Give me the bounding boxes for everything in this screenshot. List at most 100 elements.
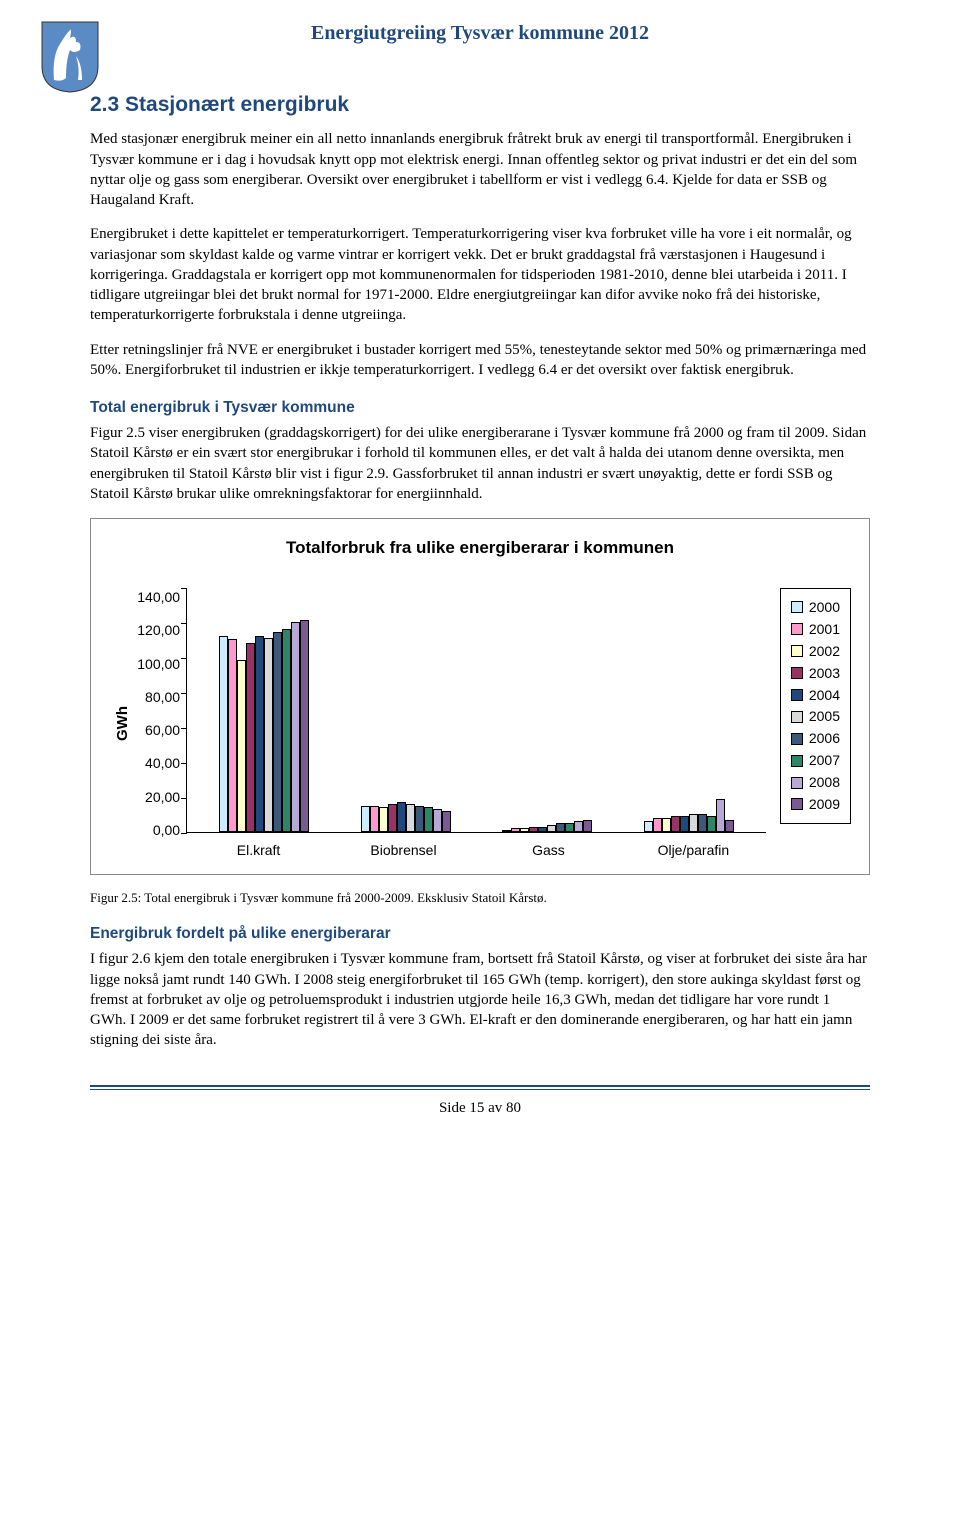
legend-label: 2007 [809, 751, 840, 770]
bar [556, 823, 565, 832]
legend-item: 2005 [791, 707, 840, 726]
legend-item: 2002 [791, 642, 840, 661]
legend-label: 2006 [809, 729, 840, 748]
bar [644, 821, 653, 832]
category-group [335, 588, 477, 832]
subsection-heading: Energibruk fordelt på ulike energiberara… [90, 924, 870, 945]
legend-swatch [791, 601, 803, 613]
legend-item: 2004 [791, 686, 840, 705]
bar [273, 632, 282, 832]
plot-area [186, 588, 766, 833]
bar [397, 802, 406, 832]
document-title: Energiutgreiing Tysvær kommune 2012 [311, 20, 649, 47]
figure-caption: Figur 2.5: Total energibruk i Tysvær kom… [90, 889, 870, 907]
category-group [618, 588, 760, 832]
legend-label: 2008 [809, 773, 840, 792]
paragraph: Med stasjonær energibruk meiner ein all … [90, 129, 870, 210]
bar [547, 825, 556, 832]
legend-swatch [791, 645, 803, 657]
y-tick-label: 100,00 [137, 655, 180, 674]
bar [415, 806, 424, 832]
legend-label: 2001 [809, 620, 840, 639]
bar [442, 811, 451, 832]
paragraph: Figur 2.5 viser energibruken (graddagsko… [90, 423, 870, 504]
bar [529, 827, 538, 832]
paragraph: I figur 2.6 kjem den totale energibruken… [90, 949, 870, 1050]
legend-swatch [791, 755, 803, 767]
x-axis-labels: El.kraftBiobrenselGassOlje/parafin [186, 841, 766, 860]
paragraph: Etter retningslinjer frå NVE er energibr… [90, 340, 870, 381]
legend-label: 2003 [809, 664, 840, 683]
legend-swatch [791, 798, 803, 810]
legend-item: 2001 [791, 620, 840, 639]
bar [361, 806, 370, 832]
legend-swatch [791, 689, 803, 701]
y-tick-label: 0,00 [137, 821, 180, 840]
legend-item: 2003 [791, 664, 840, 683]
chart-container: Totalforbruk fra ulike energiberarar i k… [90, 518, 870, 875]
bar [574, 821, 583, 832]
legend-item: 2009 [791, 795, 840, 814]
bar [671, 816, 680, 832]
footer-rule [90, 1089, 870, 1090]
bar [388, 804, 397, 832]
legend-item: 2008 [791, 773, 840, 792]
bar [502, 830, 511, 832]
bar [370, 806, 379, 832]
bar [219, 636, 228, 832]
legend-swatch [791, 777, 803, 789]
y-tick-label: 60,00 [137, 721, 180, 740]
y-tick-label: 20,00 [137, 788, 180, 807]
legend-label: 2004 [809, 686, 840, 705]
bar [662, 818, 671, 832]
bar [246, 643, 255, 832]
bar [379, 807, 388, 832]
y-axis-ticks: 140,00 120,00 100,00 80,00 60,00 40,00 20,00 0,… [137, 588, 186, 840]
bar [716, 799, 725, 832]
legend-label: 2005 [809, 707, 840, 726]
legend-label: 2009 [809, 795, 840, 814]
page-header: Energiutgreiing Tysvær kommune 2012 [90, 20, 870, 47]
bar [538, 827, 547, 832]
bar [698, 814, 707, 832]
bar [237, 660, 246, 832]
legend-label: 2000 [809, 598, 840, 617]
y-tick-label: 80,00 [137, 688, 180, 707]
bar [689, 814, 698, 832]
bar [565, 823, 574, 832]
legend-swatch [791, 667, 803, 679]
bar [680, 816, 689, 832]
y-tick-label: 40,00 [137, 754, 180, 773]
bar [725, 820, 734, 832]
bar [282, 629, 291, 832]
footer-rule [90, 1085, 870, 1087]
legend-swatch [791, 711, 803, 723]
subsection-heading: Total energibruk i Tysvær kommune [90, 398, 870, 419]
bar [300, 620, 309, 832]
legend-item: 2007 [791, 751, 840, 770]
bar [264, 638, 273, 832]
category-group [476, 588, 618, 832]
y-tick-label: 140,00 [137, 588, 180, 607]
legend-item: 2000 [791, 598, 840, 617]
bar [255, 636, 264, 832]
bar [520, 828, 529, 832]
legend-label: 2002 [809, 642, 840, 661]
bar [424, 807, 433, 832]
chart-title: Totalforbruk fra ulike energiberarar i k… [109, 537, 851, 560]
page-number: Side 15 av 80 [90, 1098, 870, 1118]
y-axis-label: GWh [109, 706, 137, 741]
y-tick-label: 120,00 [137, 621, 180, 640]
bar [583, 820, 592, 832]
chart-legend: 2000 2001 2002 2003 2004 2005 2006 2007 2008 2009 [780, 588, 851, 824]
bar [511, 828, 520, 832]
bar [433, 809, 442, 832]
paragraph: Energibruket i dette kapittelet er tempe… [90, 224, 870, 325]
municipality-shield-icon [40, 20, 100, 94]
legend-swatch [791, 733, 803, 745]
bar [707, 816, 716, 832]
bar [291, 622, 300, 832]
x-tick-label: Biobrensel [331, 841, 476, 860]
bar [653, 818, 662, 832]
x-tick-label: Olje/parafin [621, 841, 766, 860]
